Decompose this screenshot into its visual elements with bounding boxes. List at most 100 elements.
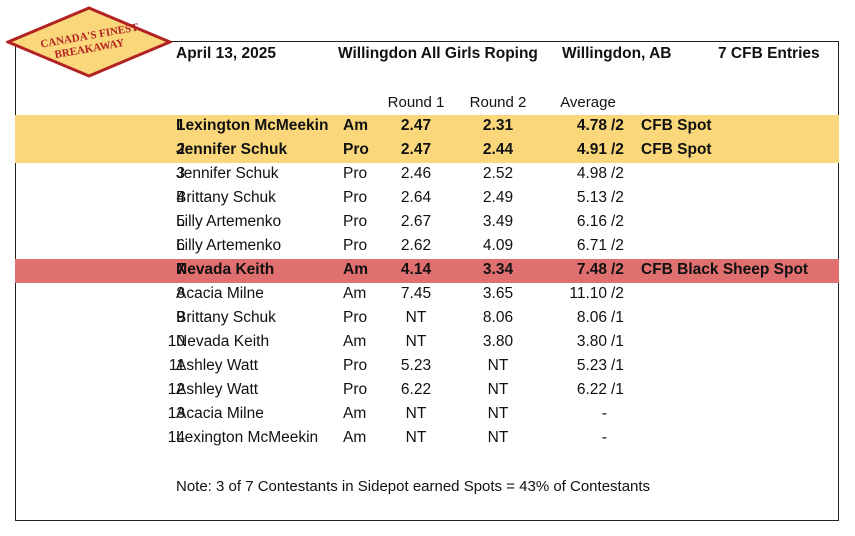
round2-cell: 3.80 bbox=[482, 333, 514, 350]
average-cell: 4.98 bbox=[576, 165, 607, 182]
rank-cell: 2 bbox=[176, 141, 185, 158]
average-cell: - bbox=[601, 429, 607, 446]
name-cell: Jennifer Schuk bbox=[176, 141, 288, 158]
division-cell: Am bbox=[343, 285, 367, 302]
round1-cell: 2.62 bbox=[400, 237, 432, 254]
division-cell: Am bbox=[343, 405, 367, 422]
average-cell: 6.22 bbox=[576, 381, 607, 398]
runs-count-cell: /1 bbox=[611, 381, 624, 398]
runs-count-cell: /2 bbox=[611, 213, 624, 230]
rank-cell: 4 bbox=[176, 189, 185, 206]
round1-header: Round 1 bbox=[387, 94, 445, 111]
name-cell: Lilly Artemenko bbox=[176, 237, 282, 254]
name-cell: Acacia Milne bbox=[176, 405, 264, 422]
round2-cell: 3.34 bbox=[482, 261, 514, 278]
rank-cell: 8 bbox=[176, 285, 185, 302]
average-cell: 11.10 bbox=[569, 285, 607, 302]
runs-count-cell: /1 bbox=[611, 357, 624, 374]
average-cell: 6.71 bbox=[576, 237, 607, 254]
round1-cell: 2.47 bbox=[400, 117, 432, 134]
name-cell: Brittany Schuk bbox=[176, 309, 276, 326]
average-cell: 4.91 bbox=[576, 141, 607, 158]
round1-cell: NT bbox=[405, 405, 427, 422]
round1-cell: 2.47 bbox=[400, 141, 432, 158]
division-cell: Pro bbox=[343, 165, 368, 182]
round2-cell: 2.44 bbox=[482, 141, 514, 158]
division-cell: Am bbox=[343, 333, 367, 350]
table-row: 14 Lexington McMeekin Am NT NT - bbox=[15, 427, 839, 451]
name-cell: Ashley Watt bbox=[176, 357, 259, 374]
average-cell: 7.48 bbox=[576, 261, 607, 278]
spot-cell: CFB Black Sheep Spot bbox=[641, 261, 809, 278]
division-cell: Pro bbox=[343, 141, 369, 158]
round2-cell: 3.49 bbox=[482, 213, 514, 230]
spot-cell: CFB Spot bbox=[641, 117, 712, 134]
round1-cell: 6.22 bbox=[400, 381, 432, 398]
division-cell: Pro bbox=[343, 357, 368, 374]
round1-cell: 7.45 bbox=[400, 285, 432, 302]
table-row: 4 Brittany Schuk Pro 2.64 2.49 5.13/2 bbox=[15, 187, 839, 211]
rank-cell: 9 bbox=[176, 309, 185, 326]
summary-note: Note: 3 of 7 Contestants in Sidepot earn… bbox=[176, 478, 651, 495]
name-cell: Nevada Keith bbox=[176, 261, 275, 278]
round2-cell: 8.06 bbox=[482, 309, 514, 326]
division-cell: Pro bbox=[343, 237, 368, 254]
division-cell: Pro bbox=[343, 381, 368, 398]
division-cell: Pro bbox=[343, 189, 368, 206]
round2-cell: 3.65 bbox=[482, 285, 514, 302]
average-cell: 8.06 bbox=[576, 309, 607, 326]
runs-count-cell: /2 bbox=[611, 141, 624, 158]
rank-cell: 12 bbox=[167, 381, 185, 398]
rank-cell: 6 bbox=[176, 237, 185, 254]
round2-cell: 2.31 bbox=[482, 117, 514, 134]
round1-cell: NT bbox=[405, 333, 427, 350]
table-row: 1 Lexington McMeekin Am 2.47 2.31 4.78/2 CFB S… bbox=[15, 115, 839, 139]
average-cell: 5.13 bbox=[576, 189, 607, 206]
average-cell: 3.80 bbox=[576, 333, 607, 350]
runs-count-cell: /2 bbox=[611, 261, 624, 278]
round1-cell: 2.64 bbox=[400, 189, 432, 206]
division-cell: Am bbox=[343, 429, 367, 446]
rank-cell: 3 bbox=[176, 165, 185, 182]
table-row: 10 Nevada Keith Am NT 3.80 3.80/1 bbox=[15, 331, 839, 355]
rank-cell: 13 bbox=[167, 405, 185, 422]
average-cell: 6.16 bbox=[576, 213, 607, 230]
name-cell: Lilly Artemenko bbox=[176, 213, 282, 230]
rank-cell: 5 bbox=[176, 213, 185, 230]
canadas-finest-breakaway-logo: CANADA'S FINEST BREAKAWAY bbox=[6, 6, 172, 78]
round2-cell: 4.09 bbox=[482, 237, 514, 254]
table-row: 13 Acacia Milne Am NT NT - bbox=[15, 403, 839, 427]
table-row: 3 Jennifer Schuk Pro 2.46 2.52 4.98/2 bbox=[15, 163, 839, 187]
table-row: 5 Lilly Artemenko Pro 2.67 3.49 6.16/2 bbox=[15, 211, 839, 235]
division-cell: Pro bbox=[343, 309, 368, 326]
runs-count-cell: /2 bbox=[611, 165, 624, 182]
average-cell: 4.78 bbox=[576, 117, 607, 134]
runs-count-cell: /2 bbox=[611, 117, 624, 134]
runs-count-cell: /2 bbox=[611, 189, 624, 206]
rank-cell: 11 bbox=[168, 357, 185, 374]
rank-cell: 14 bbox=[167, 429, 185, 446]
event-name: Willingdon All Girls Roping bbox=[338, 45, 538, 62]
runs-count-cell: /1 bbox=[611, 309, 624, 326]
round2-cell: NT bbox=[487, 357, 509, 374]
runs-count-cell: /2 bbox=[611, 285, 624, 302]
spot-cell: CFB Spot bbox=[641, 141, 712, 158]
round1-cell: 2.46 bbox=[400, 165, 432, 182]
name-cell: Nevada Keith bbox=[176, 333, 270, 350]
table-row: 6 Lilly Artemenko Pro 2.62 4.09 6.71/2 bbox=[15, 235, 839, 259]
name-cell: Lexington McMeekin bbox=[176, 117, 329, 134]
event-location: Willingdon, AB bbox=[562, 45, 672, 62]
rank-cell: 7 bbox=[176, 261, 185, 278]
table-row: 11 Ashley Watt Pro 5.23 NT 5.23/1 bbox=[15, 355, 839, 379]
name-cell: Brittany Schuk bbox=[176, 189, 276, 206]
round2-cell: 2.49 bbox=[482, 189, 514, 206]
name-cell: Jennifer Schuk bbox=[176, 165, 279, 182]
runs-count-cell: /2 bbox=[611, 237, 624, 254]
table-row: 9 Brittany Schuk Pro NT 8.06 8.06/1 bbox=[15, 307, 839, 331]
round1-cell: 2.67 bbox=[400, 213, 432, 230]
table-row: 7 Nevada Keith Am 4.14 3.34 7.48/2 CFB Black S… bbox=[15, 259, 839, 283]
name-cell: Lexington McMeekin bbox=[176, 429, 319, 446]
round1-cell: 5.23 bbox=[400, 357, 432, 374]
table-row: 8 Acacia Milne Am 7.45 3.65 11.10/2 bbox=[15, 283, 839, 307]
division-cell: Pro bbox=[343, 213, 368, 230]
